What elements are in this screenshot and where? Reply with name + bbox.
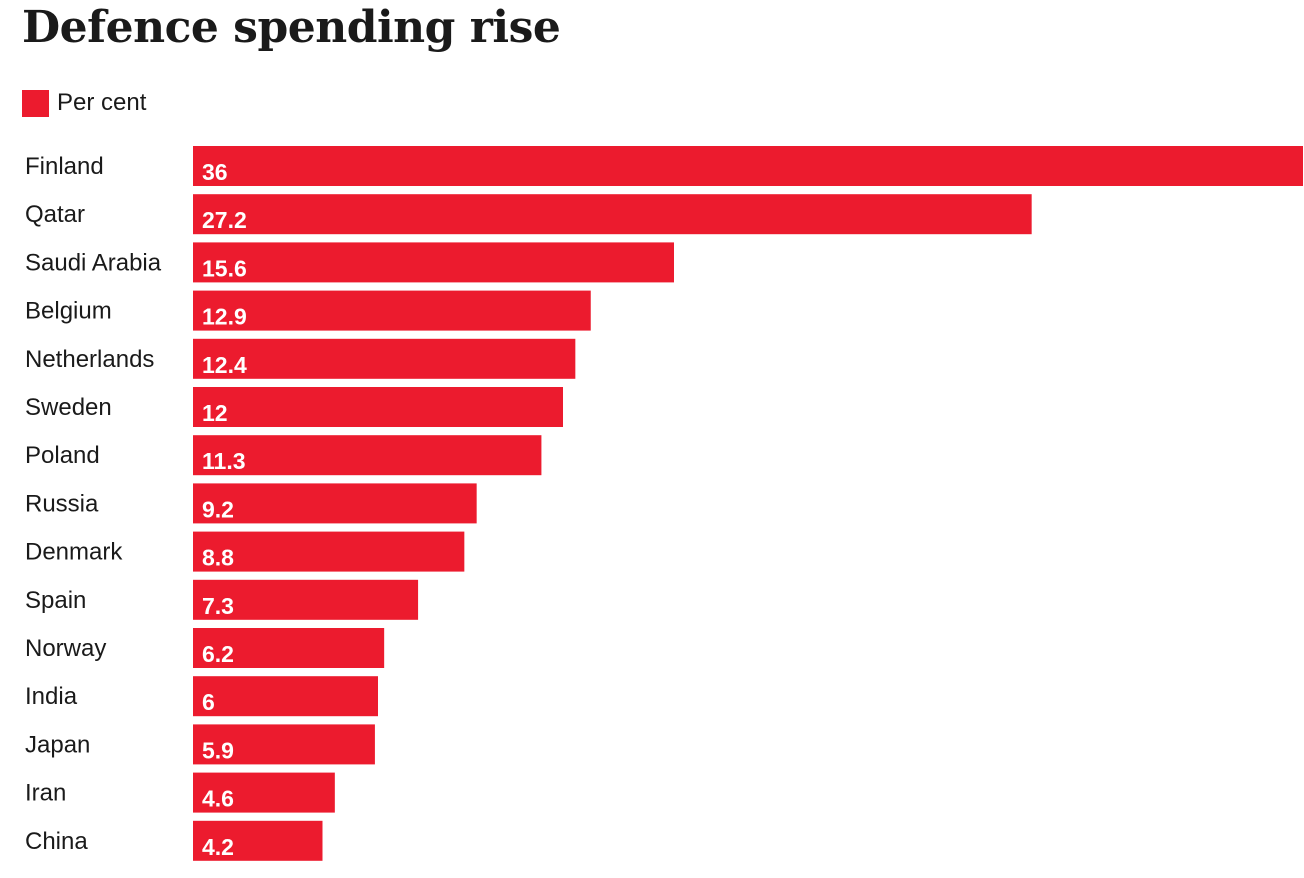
bar-russia bbox=[193, 483, 477, 524]
value-label-belgium: 12.9 bbox=[202, 304, 247, 330]
value-label-india: 6 bbox=[202, 689, 215, 715]
value-label-russia: 9.2 bbox=[202, 496, 234, 522]
bar-spain bbox=[193, 579, 419, 620]
category-label-russia: Russia bbox=[25, 490, 99, 517]
legend-swatch bbox=[22, 89, 49, 117]
bars bbox=[193, 146, 1303, 861]
category-label-finland: Finland bbox=[25, 153, 104, 180]
bar-saudi-arabia bbox=[193, 242, 674, 283]
category-label-sweden: Sweden bbox=[25, 394, 112, 421]
legend: Per cent bbox=[22, 88, 146, 118]
category-label-netherlands: Netherlands bbox=[25, 346, 154, 373]
category-labels: Finland Qatar Saudi Arabia Belgium Netherlan… bbox=[25, 153, 162, 855]
value-label-sweden: 12 bbox=[202, 400, 228, 426]
value-label-finland: 36 bbox=[202, 159, 228, 185]
category-label-india: India bbox=[25, 683, 78, 710]
value-label-qatar: 27.2 bbox=[202, 207, 247, 233]
bar-finland bbox=[193, 146, 1303, 186]
category-label-belgium: Belgium bbox=[25, 298, 112, 325]
bar-iran bbox=[193, 772, 335, 813]
category-label-poland: Poland bbox=[25, 442, 100, 469]
value-label-saudi-arabia: 15.6 bbox=[202, 255, 247, 281]
bar-poland bbox=[193, 435, 542, 476]
bar-china bbox=[193, 820, 323, 861]
value-label-poland: 11.3 bbox=[202, 448, 246, 474]
bar-denmark bbox=[193, 531, 465, 572]
value-label-netherlands: 12.4 bbox=[202, 352, 247, 378]
bar-netherlands bbox=[193, 338, 576, 379]
value-label-norway: 6.2 bbox=[202, 641, 234, 667]
bar-norway bbox=[193, 628, 385, 668]
bar-qatar bbox=[193, 194, 1032, 235]
category-label-denmark: Denmark bbox=[25, 539, 123, 566]
bar-sweden bbox=[193, 387, 563, 427]
bar-japan bbox=[193, 724, 375, 765]
value-labels: 36 27.2 15.6 12.9 12.4 12 11.3 9.2 8.8 7.3 6.2 6 5.9… bbox=[202, 159, 247, 860]
category-label-iran: Iran bbox=[25, 780, 66, 807]
category-label-saudi-arabia: Saudi Arabia bbox=[25, 249, 162, 276]
legend-label: Per cent bbox=[57, 89, 147, 116]
category-label-spain: Spain bbox=[25, 587, 86, 614]
bar-belgium bbox=[193, 290, 591, 331]
value-label-denmark: 8.8 bbox=[202, 545, 234, 571]
value-label-iran: 4.6 bbox=[202, 786, 234, 812]
value-label-spain: 7.3 bbox=[202, 593, 234, 619]
category-label-qatar: Qatar bbox=[25, 201, 85, 228]
category-label-japan: Japan bbox=[25, 731, 90, 758]
value-label-china: 4.2 bbox=[202, 834, 234, 860]
value-label-japan: 5.9 bbox=[202, 737, 234, 763]
chart-title: Defence spending rise bbox=[22, 2, 561, 53]
bar-india bbox=[193, 676, 378, 717]
category-label-china: China bbox=[25, 828, 88, 855]
category-label-norway: Norway bbox=[25, 635, 106, 662]
